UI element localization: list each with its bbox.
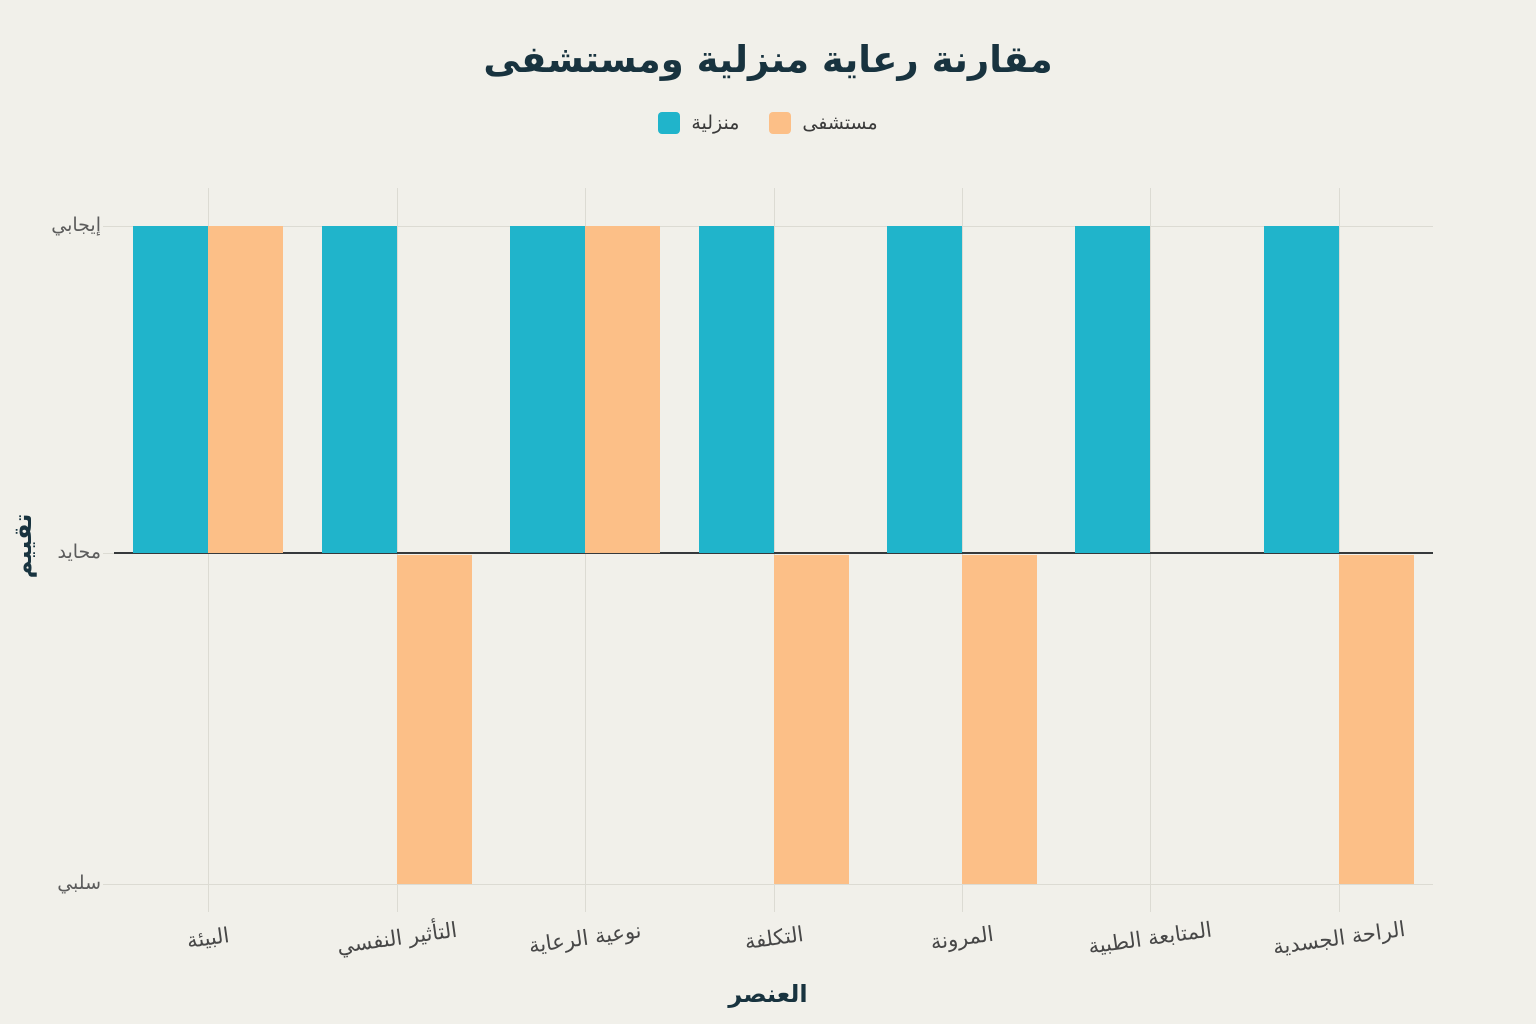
y-axis-label-0: إيجابي — [51, 214, 101, 236]
x-axis-label-3: التكلفة — [742, 922, 805, 954]
y-axis-label-2: سلبي — [57, 872, 101, 894]
v-gridline — [1338, 188, 1340, 912]
h-gridline — [103, 884, 1433, 885]
legend-swatch-home-care-icon — [658, 112, 681, 134]
bar-hospital-1[interactable] — [396, 555, 472, 884]
legend: منزلية مستشفى — [0, 112, 1536, 134]
bar-home-care-4[interactable] — [886, 226, 962, 553]
v-gridline — [1150, 188, 1152, 912]
y-axis-title: تقييم — [9, 513, 37, 579]
legend-label-hospital: مستشفى — [802, 112, 878, 134]
bar-hospital-0[interactable] — [208, 226, 284, 553]
x-axis-label-6: الراحة الجسدية — [1271, 916, 1407, 960]
x-axis-label-0: البيئة — [185, 923, 231, 953]
x-axis-label-4: المرونة — [928, 921, 995, 955]
zero-axis-line — [114, 552, 1433, 554]
x-axis-label-1: التأثير النفسي — [335, 917, 459, 959]
bar-home-care-6[interactable] — [1263, 226, 1339, 553]
bar-home-care-1[interactable] — [321, 226, 397, 553]
legend-item-hospital[interactable]: مستشفى — [769, 112, 878, 134]
bar-home-care-2[interactable] — [510, 226, 586, 553]
v-gridline — [396, 188, 398, 912]
legend-label-home-care: منزلية — [691, 112, 740, 134]
bar-hospital-2[interactable] — [585, 226, 661, 553]
legend-swatch-hospital-icon — [769, 112, 792, 134]
bar-hospital-3[interactable] — [773, 555, 849, 884]
bar-home-care-0[interactable] — [133, 226, 209, 553]
chart-title: مقارنة رعاية منزلية ومستشفى — [483, 38, 1053, 81]
x-axis-label-2: نوعية الرعاية — [527, 918, 643, 958]
bar-hospital-4[interactable] — [961, 555, 1037, 884]
legend-item-home-care[interactable]: منزلية — [658, 112, 739, 134]
v-gridline — [773, 188, 775, 912]
y-axis-label-1: محايد — [57, 541, 102, 563]
bar-hospital-6[interactable] — [1338, 555, 1414, 884]
v-gridline — [961, 188, 963, 912]
x-axis-title: العنصر — [728, 980, 808, 1008]
x-axis-label-5: المتابعة الطبية — [1087, 917, 1214, 959]
bar-home-care-3[interactable] — [698, 226, 774, 553]
bar-home-care-5[interactable] — [1075, 226, 1151, 553]
